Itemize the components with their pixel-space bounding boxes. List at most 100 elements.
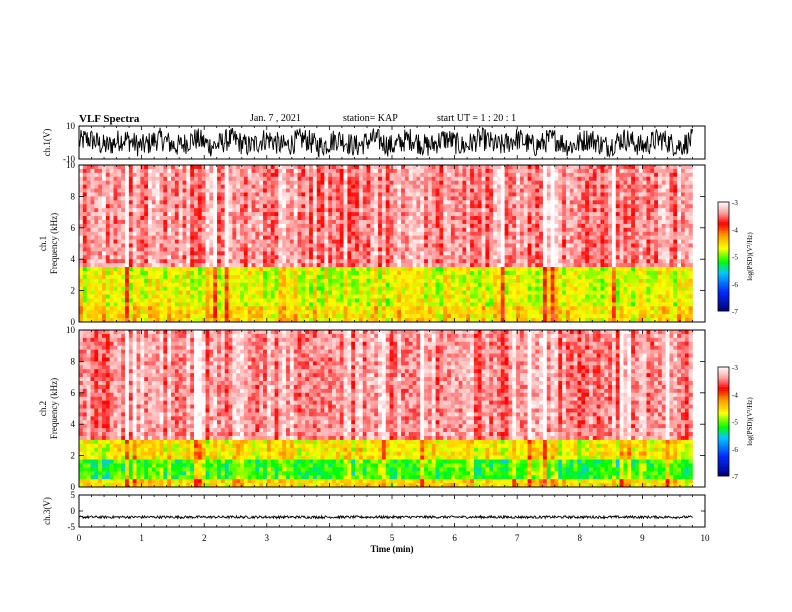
spectrogram-cell — [470, 172, 475, 178]
spectrogram-cell — [182, 239, 187, 244]
spectrogram-cell — [581, 282, 586, 287]
spectrogram-cell — [669, 259, 674, 264]
spectrogram-cell — [151, 255, 156, 260]
spectrogram-cell — [546, 263, 551, 268]
spectrogram-cell — [324, 208, 329, 213]
spectrogram-cell — [654, 274, 659, 280]
spectrogram-cell — [320, 282, 325, 287]
spectrogram-cell — [558, 212, 563, 217]
spectrogram-cell — [255, 192, 260, 197]
spectrogram-cell — [631, 188, 636, 193]
spectrogram-cell — [332, 204, 337, 209]
spectrogram-cell — [197, 278, 202, 284]
spectrogram-cell — [684, 172, 689, 178]
spectrogram-cell — [688, 200, 693, 205]
spectrogram-cell — [669, 263, 674, 268]
spectrogram-cell — [435, 263, 440, 268]
spectrogram-cell — [236, 219, 241, 225]
spectrogram-cell — [581, 219, 586, 225]
spectrogram-cell — [159, 255, 164, 260]
spectrogram-cell — [600, 267, 605, 272]
spectrogram-cell — [592, 255, 597, 260]
spectrogram-cell — [680, 165, 686, 170]
spectrogram-cell — [109, 165, 114, 170]
spectrogram-cell — [328, 270, 333, 276]
spectrogram-cell — [539, 278, 544, 284]
spectrogram-cell — [232, 192, 237, 197]
spectrogram-cell — [458, 176, 463, 181]
spectrogram-cell — [657, 200, 663, 205]
spectrogram-cell — [266, 235, 272, 240]
spectrogram-cell — [516, 176, 521, 181]
spectrogram-cell — [420, 188, 425, 193]
spectrogram-cell — [401, 176, 406, 181]
spectrogram-cell — [247, 278, 252, 284]
spectrogram-cell — [247, 251, 252, 256]
spectrogram-cell — [90, 235, 95, 240]
spectrogram-cell — [155, 165, 160, 170]
spectrogram-cell — [282, 176, 287, 181]
spectrogram-cell — [324, 200, 329, 205]
spectrogram-cell — [585, 278, 590, 284]
spectrogram-cell — [588, 188, 594, 193]
spectrogram-cell — [615, 192, 620, 197]
spectrogram-cell — [401, 251, 406, 256]
spectrogram-cell — [358, 263, 364, 268]
spectrogram-cell — [523, 168, 528, 174]
spectrogram-cell — [500, 165, 505, 170]
spectrogram-cell — [596, 235, 601, 240]
spectrogram-cell — [669, 188, 674, 193]
spectrogram-cell — [588, 227, 594, 233]
spectrogram-cell — [424, 192, 429, 197]
spectrogram-cell — [435, 239, 440, 244]
spectrogram-cell — [347, 168, 352, 174]
spectrogram-cell — [512, 223, 517, 229]
spectrogram-cell — [385, 212, 390, 217]
spectrogram-cell — [420, 176, 425, 181]
spectrogram-cell — [309, 219, 314, 225]
spectrogram-cell — [473, 227, 479, 233]
spectrogram-cell — [335, 282, 341, 287]
spectrogram-cell — [217, 176, 222, 181]
spectrogram-cell — [684, 216, 689, 221]
spectrogram-cell — [178, 176, 183, 181]
spectrogram-cell — [117, 212, 122, 217]
spectrogram-cell — [611, 192, 617, 197]
spectrogram-cell — [565, 180, 571, 185]
spectrogram-cell — [266, 200, 272, 205]
spectrogram-cell — [309, 176, 314, 181]
spectrogram-cell — [224, 235, 229, 240]
spectrogram-cell — [493, 212, 498, 217]
spectrogram-cell — [638, 216, 643, 221]
spectrogram-cell — [79, 231, 84, 236]
spectrogram-cell — [585, 243, 590, 248]
spectrogram-cell — [447, 192, 452, 197]
spectrogram-cell — [343, 212, 348, 217]
spectrogram-cell — [270, 278, 275, 284]
spectrogram-cell — [638, 212, 643, 217]
spectrogram-cell — [217, 192, 222, 197]
spectrogram-cell — [450, 176, 456, 181]
spectrogram-cell — [132, 208, 137, 213]
spectrogram-cell — [450, 282, 456, 287]
spectrogram-cell — [565, 172, 571, 178]
spectrogram-cell — [125, 188, 130, 193]
spectrogram-cell — [585, 282, 590, 287]
spectrogram-cell — [581, 223, 586, 229]
spectrogram-cell — [255, 180, 260, 185]
spectrogram-cell — [148, 172, 153, 178]
spectrogram-cell — [224, 176, 229, 181]
spectrogram-cell — [174, 274, 179, 280]
spectrogram-cell — [404, 239, 410, 244]
spectrogram-cell — [550, 255, 555, 260]
spectrogram-cell — [588, 200, 594, 205]
spectrogram-cell — [224, 231, 229, 236]
spectrogram-cell — [339, 227, 344, 233]
spectrogram-cell — [573, 223, 578, 229]
spectrogram-cell — [496, 208, 502, 213]
spectrogram-cell — [427, 180, 433, 185]
spectrogram-cell — [366, 212, 371, 217]
spectrogram-cell — [121, 231, 126, 236]
spectrogram-cell — [550, 200, 555, 205]
spectrogram-cell — [251, 251, 256, 256]
